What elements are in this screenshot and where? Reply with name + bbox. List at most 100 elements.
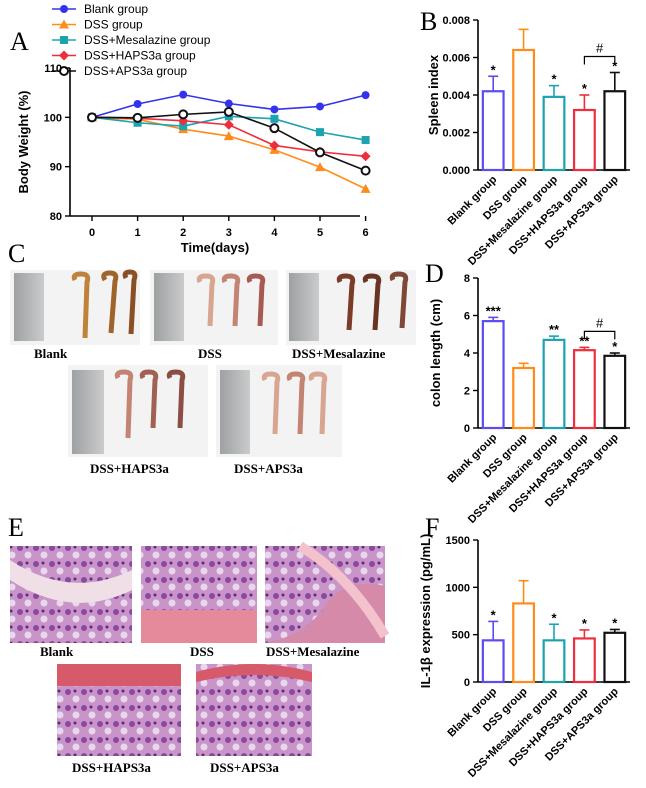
caption-dss-aps3a: DSS+APS3a xyxy=(210,760,279,775)
panel-letter-b: B xyxy=(420,7,437,36)
bar xyxy=(603,631,627,684)
x-axis-label: Time(days) xyxy=(181,240,249,255)
y-tick-label: 1000 xyxy=(446,582,470,594)
legend-entry: DSS group xyxy=(52,18,143,32)
marker-circle xyxy=(316,102,324,111)
bar xyxy=(512,602,536,684)
significance-label: ** xyxy=(579,333,590,348)
panel-letter-c: C xyxy=(8,239,25,268)
caption-blank: Blank xyxy=(34,346,68,361)
y-axis-label: IL-1β expression (pg/mL) xyxy=(418,534,433,689)
y-tick-label: 6 xyxy=(464,311,470,323)
caption-dss-mesalazine: DSS+Mesalazine xyxy=(266,644,360,659)
panel-letter-e: E xyxy=(8,513,24,542)
legend-label: DSS+APS3a group xyxy=(84,64,187,78)
significance-label: * xyxy=(551,72,557,87)
x-tick-label: 5 xyxy=(317,227,323,239)
marker-circle xyxy=(224,99,233,108)
marker-diamond xyxy=(223,119,234,130)
histology-dss-haps3a xyxy=(57,664,181,756)
marker-square xyxy=(361,136,370,145)
significance-label: * xyxy=(491,62,497,77)
x-ticks: 0 1 2 3 4 5 6 xyxy=(89,216,369,239)
marker-diamond xyxy=(269,140,280,151)
photo-dss-haps3a xyxy=(68,365,208,457)
x-tick-label: 3 xyxy=(226,227,232,239)
marker-diamond xyxy=(360,151,371,162)
marker-square xyxy=(179,122,188,131)
photo-blank xyxy=(10,269,140,345)
marker-square xyxy=(316,128,324,137)
y-tick-label: 100 xyxy=(44,112,62,124)
y-tick-label: 0 xyxy=(464,677,470,689)
marker-circle xyxy=(179,90,188,99)
y-tick-label: 0.006 xyxy=(442,53,470,65)
histology-images: Blank DSS DSS+Mesalazine DSS+HAPS3a DSS+… xyxy=(10,541,390,775)
caption-dss-aps3a: DSS+APS3a xyxy=(234,461,303,476)
y-tick-label: 4 xyxy=(464,348,471,360)
bar xyxy=(603,90,627,172)
significance-label: * xyxy=(582,81,588,96)
y-axis-label: Spleen index xyxy=(426,54,441,135)
histology-dss-mesalazine xyxy=(265,541,390,643)
caption-dss-haps3a: DSS+HAPS3a xyxy=(90,461,169,476)
y-axis-label: colon length (cm) xyxy=(428,299,443,407)
bracket-label: # xyxy=(596,315,604,330)
bar xyxy=(481,639,505,684)
marker-square xyxy=(60,36,68,44)
y-tick-label: 0.004 xyxy=(442,90,470,102)
x-tick-label: 0 xyxy=(89,227,95,239)
caption-dss: DSS xyxy=(198,346,222,361)
significance-label: * xyxy=(551,610,557,625)
marker-open-circle xyxy=(178,109,189,120)
legend-label: Blank group xyxy=(84,2,148,16)
significance-label: * xyxy=(612,339,618,354)
y-tick-label: 0.002 xyxy=(442,128,470,140)
y-tick-label: 0 xyxy=(464,423,470,435)
marker-open-circle xyxy=(59,66,69,76)
caption-blank: Blank xyxy=(40,644,74,659)
marker-open-circle xyxy=(132,112,143,123)
marker-square xyxy=(270,114,279,123)
bar xyxy=(481,90,505,172)
legend-entry: DSS+Mesalazine group xyxy=(52,33,211,47)
marker-triangle xyxy=(315,162,325,172)
y-tick-label: 2 xyxy=(464,386,470,398)
il1b-bar-chart: IL-1β expression (pg/mL) 050010001500*Bl… xyxy=(418,534,630,780)
bar xyxy=(542,338,566,430)
bracket-label: # xyxy=(596,41,604,56)
bar xyxy=(572,349,596,430)
caption-dss-haps3a: DSS+HAPS3a xyxy=(72,760,151,775)
y-tick-label: 0.008 xyxy=(442,15,470,27)
y-tick-label: 1500 xyxy=(446,535,470,547)
panel-letter-f: F xyxy=(425,513,439,542)
bar xyxy=(512,366,536,430)
photo-dss xyxy=(150,270,278,345)
comparison-bracket xyxy=(583,55,616,65)
photo-dss-mesalazine xyxy=(286,270,416,345)
marker-open-circle xyxy=(87,112,97,123)
histology-dss xyxy=(141,546,257,643)
y-tick-label: 110 xyxy=(44,63,62,75)
significance-label: ** xyxy=(549,322,560,337)
caption-dss-mesalazine: DSS+Mesalazine xyxy=(292,346,386,361)
marker-circle xyxy=(133,100,142,109)
x-tick-label: 4 xyxy=(271,227,278,239)
spleen-index-bar-chart: Spleen index 0.0000.0020.0040.0060.008*B… xyxy=(426,15,630,268)
x-tick-label: 2 xyxy=(180,227,186,239)
legend-entry: DSS+APS3a group xyxy=(52,64,187,78)
y-tick-label: 80 xyxy=(50,211,62,223)
marker-triangle xyxy=(59,19,69,29)
bar xyxy=(542,95,566,172)
histology-blank xyxy=(10,546,132,643)
y-tick-label: 0.000 xyxy=(442,165,470,177)
histology-dss-aps3a xyxy=(196,664,312,756)
series xyxy=(87,90,371,193)
bar xyxy=(572,637,596,684)
y-tick-label: 90 xyxy=(50,162,62,174)
bar xyxy=(512,48,536,172)
marker-open-circle xyxy=(269,123,280,134)
